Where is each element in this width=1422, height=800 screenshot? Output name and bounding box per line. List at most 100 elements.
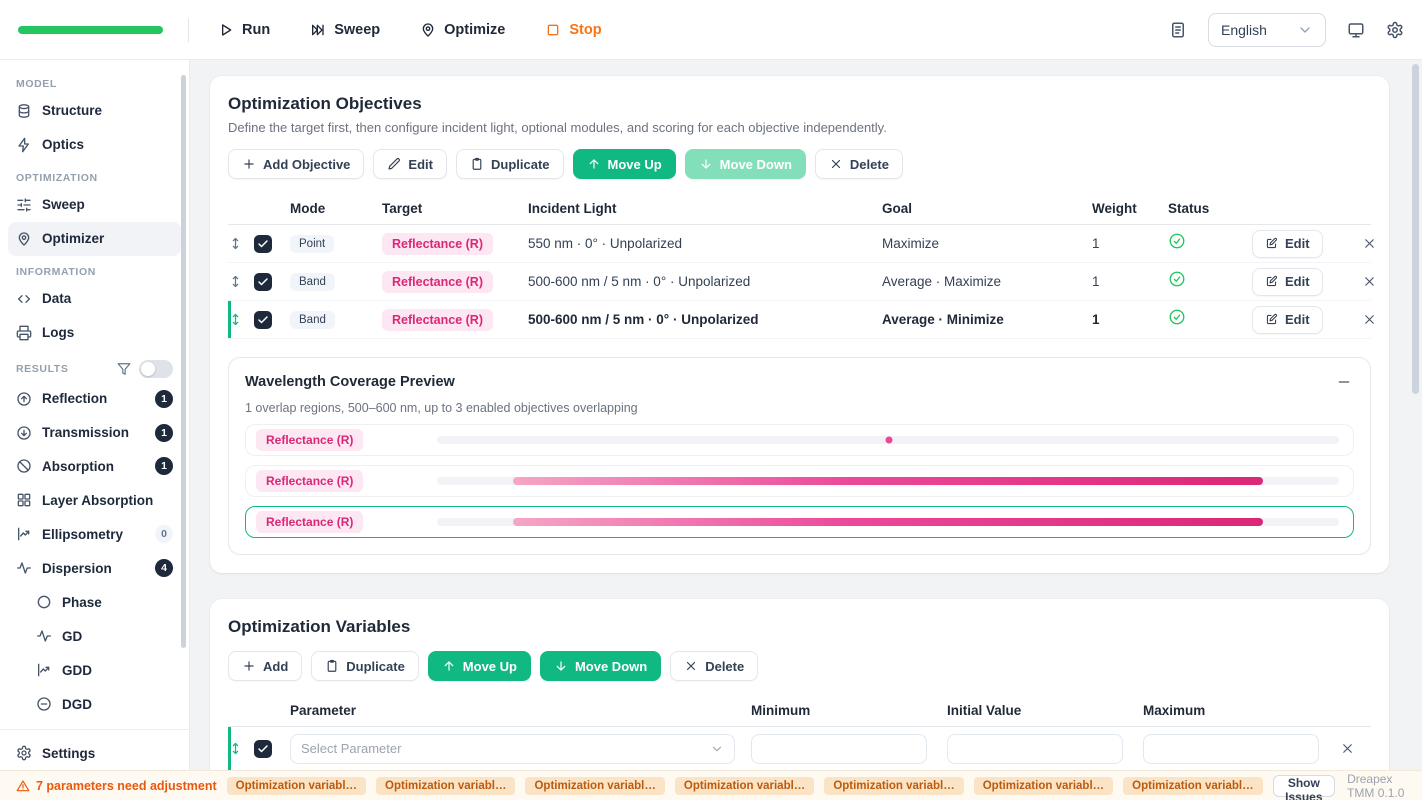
stop-square-icon [545, 22, 561, 38]
run-button[interactable]: Run [218, 22, 270, 38]
issue-badge[interactable]: Optimization variabl… [675, 777, 814, 795]
sidebar-item-sweep[interactable]: Sweep [8, 188, 181, 222]
item-label: DGD [62, 697, 92, 712]
sidebar-scrollbar[interactable] [181, 75, 186, 648]
issue-badge[interactable]: Optimization variabl… [1123, 777, 1262, 795]
drag-handle[interactable] [228, 312, 254, 327]
app-version: Dreapex TMM 0.1.0 [1347, 772, 1406, 800]
coverage-summary: 1 overlap regions, 500–600 nm, up to 3 e… [245, 401, 1354, 415]
monitor-icon[interactable] [1347, 21, 1365, 39]
objective-row[interactable]: Band Reflectance (R) 500-600 nm / 5 nm ·… [228, 263, 1371, 301]
sidebar-item-reflection[interactable]: Reflection 1 [8, 382, 181, 416]
goal-value: Maximize [882, 236, 1092, 251]
sidebar-item-layer-absorption[interactable]: Layer Absorption [8, 483, 181, 517]
remove-objective-icon[interactable] [1362, 274, 1377, 289]
sidebar-item-dgd[interactable]: DGD [8, 687, 181, 721]
language-select[interactable]: English [1208, 13, 1326, 47]
add-variable-button[interactable]: Add [228, 651, 302, 681]
drag-handle[interactable] [228, 236, 254, 251]
objective-row-selected[interactable]: Band Reflectance (R) 500-600 nm / 5 nm ·… [228, 301, 1371, 339]
variable-row-selected[interactable]: Select Parameter [228, 727, 1371, 771]
sidebar-item-settings[interactable]: Settings [8, 736, 181, 770]
sliders-icon [16, 197, 32, 213]
issue-badge[interactable]: Optimization variabl… [974, 777, 1113, 795]
sidebar-item-ellipsometry[interactable]: Ellipsometry 0 [8, 517, 181, 551]
remove-objective-icon[interactable] [1362, 236, 1377, 251]
weight-value: 1 [1092, 236, 1168, 251]
stop-button[interactable]: Stop [545, 22, 601, 38]
arrow-up-icon [587, 157, 601, 171]
issue-badge[interactable]: Optimization variabl… [824, 777, 963, 795]
edit-objective-button[interactable]: Edit [1252, 230, 1323, 258]
initial-value-input[interactable] [947, 734, 1123, 764]
issue-badge[interactable]: Optimization variabl… [525, 777, 664, 795]
remove-variable-icon[interactable] [1340, 741, 1355, 756]
drag-handle[interactable] [228, 741, 254, 756]
objectives-subtitle: Define the target first, then configure … [228, 120, 1371, 135]
sidebar-item-logs[interactable]: Logs [8, 316, 181, 350]
filter-icon[interactable] [117, 362, 131, 376]
item-label: Transmission [42, 425, 129, 440]
main-scrollbar[interactable] [1412, 64, 1419, 394]
duplicate-button[interactable]: Duplicate [456, 149, 564, 179]
sidebar-item-gd[interactable]: GD [8, 619, 181, 653]
edit-button[interactable]: Edit [373, 149, 447, 179]
duplicate-variable-button[interactable]: Duplicate [311, 651, 419, 681]
objective-enabled-checkbox[interactable] [254, 311, 272, 329]
target-badge: Reflectance (R) [382, 233, 493, 255]
optimize-button[interactable]: Optimize [420, 22, 505, 38]
move-up-button[interactable]: Move Up [573, 149, 676, 179]
delete-variable-button[interactable]: Delete [670, 651, 758, 681]
sidebar-item-structure[interactable]: Structure [8, 94, 181, 128]
objectives-card: Optimization Objectives Define the targe… [210, 76, 1389, 573]
objective-enabled-checkbox[interactable] [254, 235, 272, 253]
journal-icon[interactable] [1169, 21, 1187, 39]
grid-icon [16, 492, 32, 508]
move-down-button[interactable]: Move Down [685, 149, 806, 179]
section-label-optimization: OPTIMIZATION [8, 172, 181, 184]
delete-button[interactable]: Delete [815, 149, 903, 179]
show-issues-button[interactable]: Show Issues [1273, 775, 1335, 797]
issue-badge[interactable]: Optimization variabl… [376, 777, 515, 795]
objective-row[interactable]: Point Reflectance (R) 550 nm · 0° · Unpo… [228, 225, 1371, 263]
status-ok-icon [1168, 232, 1186, 250]
target-badge: Reflectance (R) [256, 470, 363, 492]
top-toolbar: Run Sweep Optimize Stop English [0, 0, 1422, 60]
minus-icon [1336, 374, 1352, 390]
minimum-input[interactable] [751, 734, 927, 764]
edit-objective-button[interactable]: Edit [1252, 268, 1323, 296]
target-badge: Reflectance (R) [382, 309, 493, 331]
mode-badge: Band [290, 273, 335, 291]
sidebar-item-optics[interactable]: Optics [8, 128, 181, 162]
results-toggle[interactable] [139, 360, 173, 378]
chart-line-icon [36, 662, 52, 678]
variable-enabled-checkbox[interactable] [254, 740, 272, 758]
move-down-variable-button[interactable]: Move Down [540, 651, 661, 681]
sidebar-item-gdd[interactable]: GDD [8, 653, 181, 687]
sidebar-item-absorption[interactable]: Absorption 1 [8, 450, 181, 484]
objectives-title: Optimization Objectives [228, 94, 1371, 114]
gear-icon[interactable] [1386, 21, 1404, 39]
target-badge: Reflectance (R) [256, 429, 363, 451]
move-up-variable-button[interactable]: Move Up [428, 651, 531, 681]
drag-handle[interactable] [228, 274, 254, 289]
item-label: Ellipsometry [42, 527, 123, 542]
count-badge: 0 [155, 525, 173, 543]
warning-triangle-icon [16, 779, 30, 793]
database-icon [16, 103, 32, 119]
maximum-input[interactable] [1143, 734, 1319, 764]
sidebar-item-phase[interactable]: Phase [8, 585, 181, 619]
remove-objective-icon[interactable] [1362, 312, 1377, 327]
collapse-coverage-button[interactable] [1334, 372, 1354, 392]
parameter-select[interactable]: Select Parameter [290, 734, 735, 764]
issue-badge[interactable]: Optimization variabl… [227, 777, 366, 795]
sweep-button[interactable]: Sweep [310, 22, 380, 38]
sidebar-item-dispersion[interactable]: Dispersion 4 [8, 551, 181, 585]
arrow-down-icon [554, 659, 568, 673]
sidebar-item-data[interactable]: Data [8, 282, 181, 316]
sidebar-item-transmission[interactable]: Transmission 1 [8, 416, 181, 450]
edit-objective-button[interactable]: Edit [1252, 306, 1323, 334]
objective-enabled-checkbox[interactable] [254, 273, 272, 291]
add-objective-button[interactable]: Add Objective [228, 149, 364, 179]
sidebar-item-optimizer[interactable]: Optimizer [8, 222, 181, 256]
